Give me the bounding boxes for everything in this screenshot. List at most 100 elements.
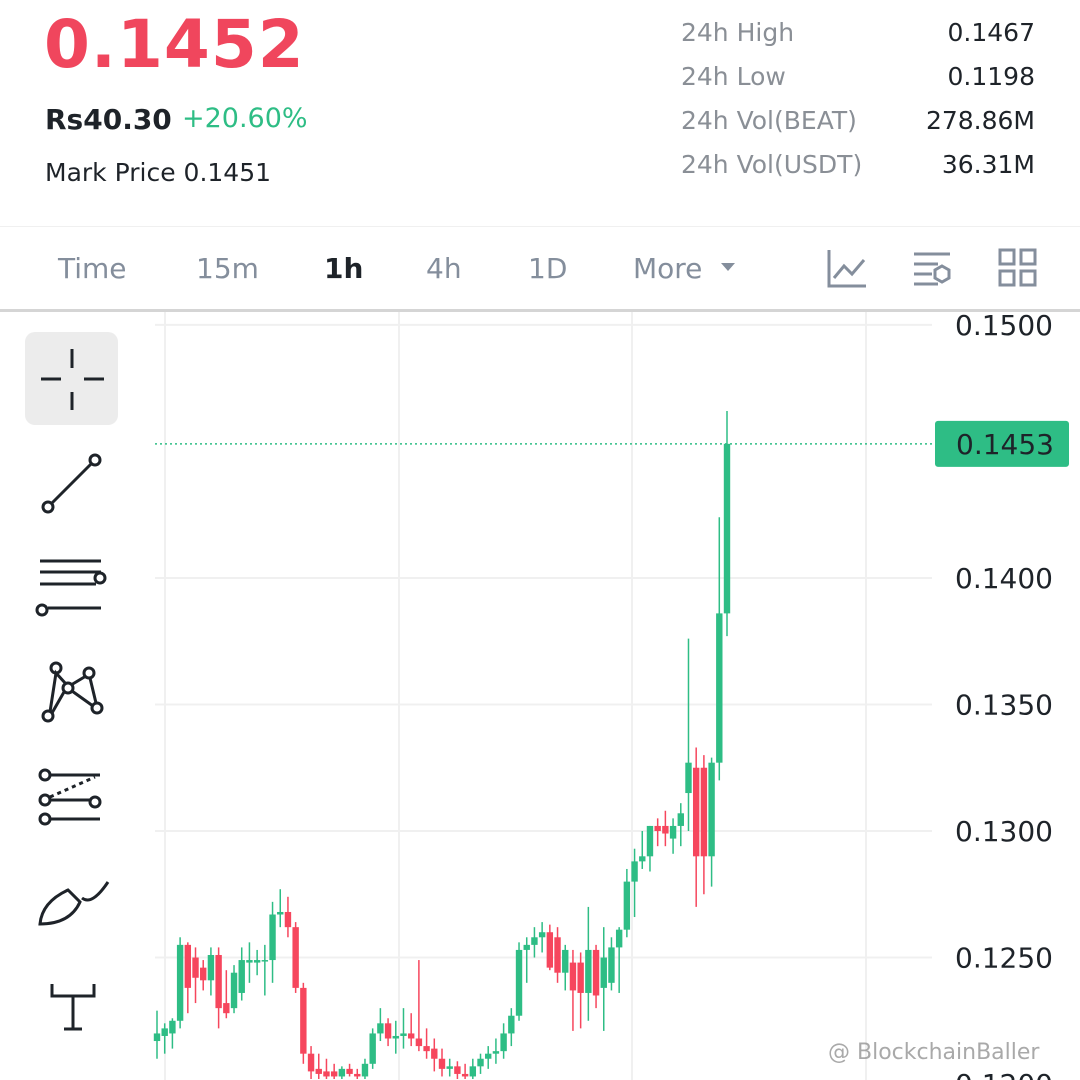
divider <box>0 226 1080 227</box>
y-tick-label: 0.1250 <box>955 942 1053 975</box>
candle-body <box>307 1053 315 1072</box>
candle-body <box>184 944 192 988</box>
interval-tab[interactable]: 15m <box>196 252 259 285</box>
candle-body <box>615 929 623 948</box>
candle-body <box>277 911 284 915</box>
candle-body <box>608 947 615 983</box>
y-tick-label: 0.1500 <box>955 309 1053 342</box>
stat-label: 24h Low <box>681 62 786 91</box>
stat-value: 0.1198 <box>947 62 1035 91</box>
candle-body <box>261 960 269 962</box>
interval-tab[interactable]: Time <box>58 252 127 285</box>
candle-body <box>623 881 631 930</box>
candle-body <box>369 1033 376 1064</box>
stat-value: 0.1467 <box>947 18 1035 47</box>
candle-body <box>354 1073 361 1077</box>
interval-tab[interactable]: 1D <box>528 252 568 285</box>
parallel-tool[interactable] <box>35 559 107 617</box>
candle-body <box>238 960 245 993</box>
interval-tab[interactable]: More <box>633 252 703 285</box>
stat-value: 36.31M <box>941 150 1035 179</box>
candle-body <box>330 1071 338 1077</box>
candle-body <box>269 914 276 961</box>
candle-body <box>346 1068 353 1074</box>
candle-body <box>500 1033 507 1052</box>
candle-body <box>562 949 569 973</box>
candle-body <box>492 1051 500 1054</box>
y-tick-label: 0.1200 <box>955 1068 1053 1080</box>
candle-body <box>662 825 669 834</box>
last-price-label: 0.1453 <box>956 428 1054 461</box>
candle-body <box>631 861 638 882</box>
candle-body <box>600 957 607 988</box>
pattern-tool[interactable] <box>41 661 104 723</box>
indicator-icon[interactable] <box>826 248 868 290</box>
fib-tool[interactable] <box>38 768 102 826</box>
candle-body <box>677 813 684 826</box>
candle-body <box>223 1003 230 1014</box>
tool-active-bg <box>25 332 118 425</box>
candle-body <box>438 1058 446 1069</box>
candle-body <box>646 825 654 857</box>
settings-icon[interactable] <box>912 250 954 288</box>
interval-tab[interactable]: 4h <box>426 252 462 285</box>
candle-body <box>692 767 700 857</box>
candle-body <box>207 954 215 981</box>
candle-body <box>415 1038 423 1047</box>
candle-body <box>708 762 715 857</box>
candle-body <box>169 1020 176 1034</box>
candle-body <box>384 1023 392 1039</box>
layout-icon[interactable] <box>998 248 1038 288</box>
candle-body <box>246 960 253 963</box>
candle-body <box>546 932 554 968</box>
candle-body <box>577 962 584 993</box>
stat-value: 278.86M <box>925 106 1035 135</box>
candle-body <box>323 1071 330 1077</box>
fiat-price: Rs40.30 <box>45 103 172 136</box>
candle-body <box>200 967 207 981</box>
stat-label: 24h Vol(USDT) <box>681 150 863 179</box>
more-caret <box>721 263 735 271</box>
candle-body <box>230 972 238 1009</box>
candle-body <box>508 1015 515 1034</box>
candle-body <box>161 1028 168 1036</box>
y-tick-label: 0.1300 <box>955 815 1053 848</box>
candle-body <box>538 932 546 938</box>
candle-body <box>361 1063 369 1077</box>
candle-body <box>315 1068 322 1074</box>
candle-body <box>685 762 692 794</box>
candle-body <box>377 1023 384 1034</box>
candle-body <box>531 937 538 945</box>
candle-body <box>669 825 677 839</box>
y-tick-label: 0.1400 <box>955 562 1053 595</box>
line-tool[interactable] <box>41 453 102 514</box>
interval-tab[interactable]: 1h <box>324 252 364 285</box>
candle-body <box>407 1033 415 1039</box>
mark-price: Mark Price 0.1451 <box>45 158 271 187</box>
crosshair-tool[interactable] <box>41 349 104 410</box>
candle-body <box>300 987 307 1054</box>
candle-body <box>446 1066 453 1069</box>
candle-body <box>700 767 708 857</box>
candle-body <box>515 949 523 1016</box>
candle-body <box>192 957 199 978</box>
text-tool[interactable] <box>50 984 96 1031</box>
divider <box>0 309 1080 312</box>
mark-price-label: Mark Price <box>45 158 176 187</box>
candle-body <box>485 1053 492 1059</box>
candle-body <box>292 927 299 988</box>
stat-label: 24h Vol(BEAT) <box>681 106 857 135</box>
candle-body <box>338 1068 346 1077</box>
brush-tool[interactable] <box>38 881 110 926</box>
candle-body <box>253 960 261 963</box>
price-change: +20.60% <box>182 103 308 134</box>
candle-body <box>639 856 646 862</box>
candle-body <box>716 613 723 763</box>
candle-body <box>176 944 184 1021</box>
candle-body <box>469 1066 477 1077</box>
candle-body <box>654 825 661 832</box>
candle-body <box>400 1033 407 1036</box>
candle-body <box>423 1046 430 1052</box>
